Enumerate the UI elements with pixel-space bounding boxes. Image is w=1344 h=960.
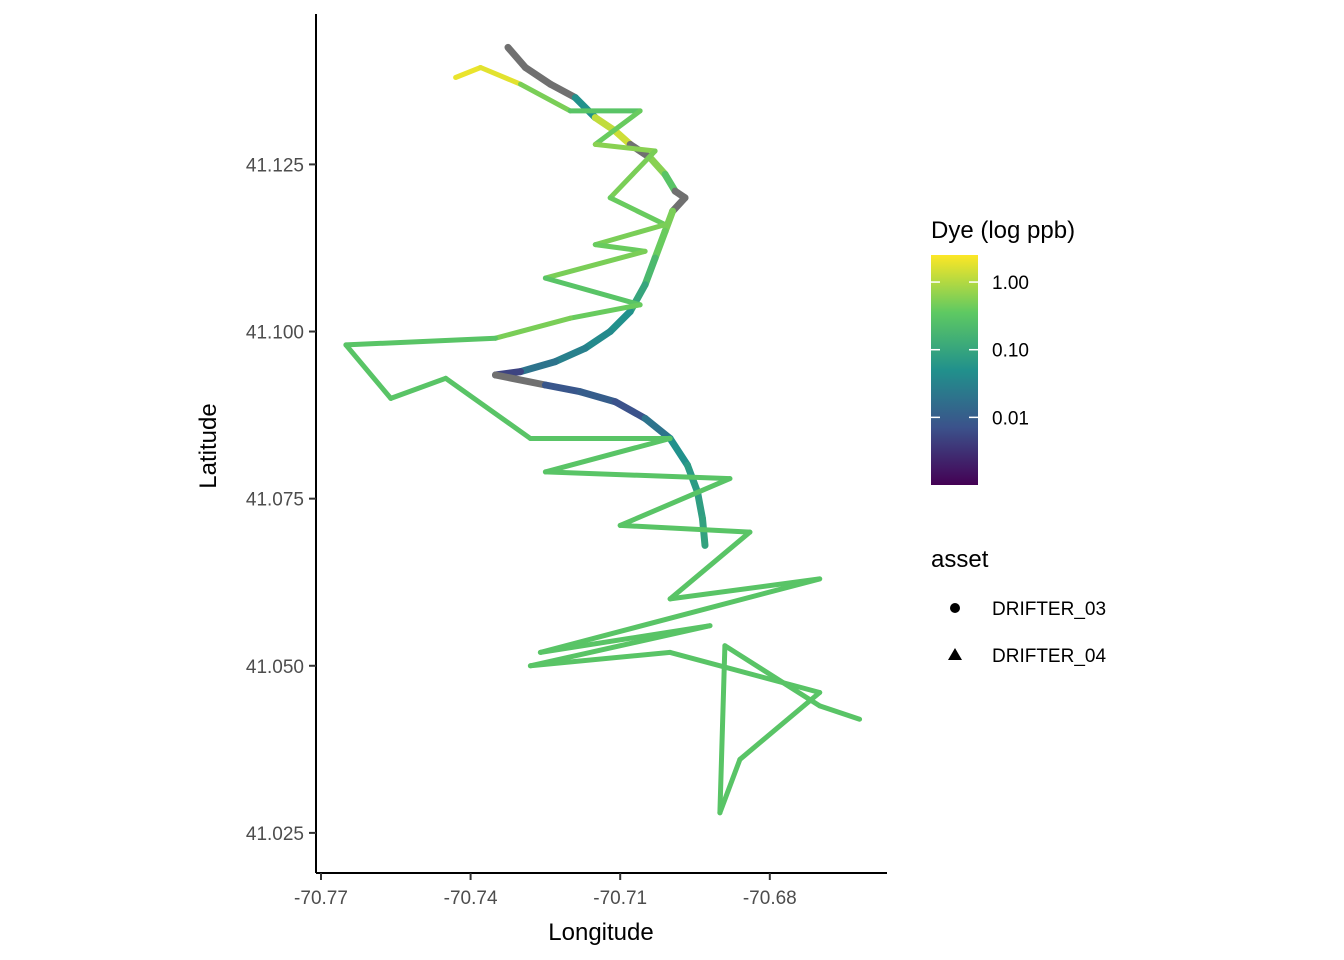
x-axis-title: Longitude xyxy=(548,919,653,946)
track-segment xyxy=(737,690,823,762)
track-segment xyxy=(694,488,706,523)
track-segment xyxy=(542,275,643,308)
track-segment xyxy=(722,643,823,709)
track-segment xyxy=(661,207,677,235)
track-segment xyxy=(571,94,599,122)
track-segment xyxy=(592,222,668,248)
track-segment xyxy=(443,375,533,441)
track-segment xyxy=(343,342,394,401)
track-segment xyxy=(817,703,863,722)
track-segment xyxy=(541,381,584,396)
track-segment xyxy=(527,649,673,669)
legend-triangle-icon xyxy=(948,648,962,660)
track-segment xyxy=(542,469,733,482)
track-segment xyxy=(551,344,589,366)
track-segment xyxy=(388,375,449,401)
track-segment xyxy=(546,80,579,102)
track-segment xyxy=(717,756,743,816)
track-segment xyxy=(527,623,713,669)
track-segment xyxy=(343,335,498,348)
color-legend-title: Dye (log ppb) xyxy=(931,217,1075,244)
x-tick-label: -70.74 xyxy=(444,888,498,909)
track-segment xyxy=(592,242,648,254)
track-drifter-03 xyxy=(492,43,709,549)
track-segment xyxy=(611,398,649,422)
track-segment xyxy=(492,371,549,389)
track-segment xyxy=(521,64,554,88)
colorbar-ticks: 1.00 0.10 0.01 xyxy=(931,273,1029,429)
track-segment xyxy=(542,436,673,475)
x-ticks: -70.77 -70.74 -70.71 -70.68 xyxy=(294,873,797,909)
y-ticks: 41.025 41.050 41.075 41.100 41.125 xyxy=(246,155,316,845)
track-segment xyxy=(641,414,674,442)
track-segment xyxy=(651,227,669,262)
track-segment xyxy=(493,315,573,341)
x-tick-label: -70.68 xyxy=(743,888,797,909)
colorbar xyxy=(931,255,978,485)
y-tick-label: 41.100 xyxy=(246,323,304,344)
x-tick-label: -70.71 xyxy=(593,888,647,909)
track-segment xyxy=(607,148,658,201)
track-segment xyxy=(646,154,669,178)
track-segment xyxy=(667,649,823,695)
track-segment xyxy=(517,358,559,376)
tracks-layer xyxy=(343,43,863,816)
track-segment xyxy=(537,576,823,655)
shape-legend-title: asset xyxy=(931,546,989,573)
colorbar-label: 0.10 xyxy=(992,341,1029,362)
track-segment xyxy=(504,43,529,71)
legend-circle-icon xyxy=(950,603,960,613)
shape-legend: asset DRIFTER_03 DRIFTER_04 xyxy=(931,546,1106,667)
legend-label-drifter-04: DRIFTER_04 xyxy=(992,646,1106,667)
track-segment xyxy=(606,308,634,335)
track-segment xyxy=(518,81,573,114)
track-segment xyxy=(667,576,823,602)
track-segment xyxy=(617,522,753,535)
track-segment xyxy=(641,254,659,289)
y-axis-title: Latitude xyxy=(195,403,222,488)
legend-label-drifter-03: DRIFTER_03 xyxy=(992,599,1106,620)
y-tick-label: 41.050 xyxy=(246,657,304,678)
track-segment xyxy=(591,114,619,135)
track-segment xyxy=(717,643,728,816)
y-tick-label: 41.025 xyxy=(246,824,304,845)
track-segment xyxy=(542,248,648,281)
track-segment xyxy=(592,141,658,154)
track-segment xyxy=(666,435,691,469)
track-segment xyxy=(667,529,753,602)
track-segment xyxy=(576,388,619,406)
track-drifter-04 xyxy=(343,65,863,816)
track-segment xyxy=(617,476,733,528)
track-segment xyxy=(453,65,484,80)
colorbar-label: 0.01 xyxy=(992,408,1029,429)
track-segment xyxy=(478,65,523,87)
y-tick-label: 41.125 xyxy=(246,155,304,176)
colorbar-label: 1.00 xyxy=(992,273,1029,294)
y-tick-label: 41.075 xyxy=(246,490,304,511)
x-tick-label: -70.77 xyxy=(294,888,348,909)
track-segment xyxy=(592,108,643,147)
track-segment xyxy=(567,302,643,321)
color-legend: Dye (log ppb) 1.00 0.10 0.01 xyxy=(931,217,1075,485)
track-segment xyxy=(581,328,614,352)
track-segment xyxy=(607,195,668,228)
